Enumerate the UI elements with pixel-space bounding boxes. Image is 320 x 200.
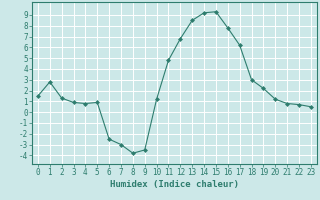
X-axis label: Humidex (Indice chaleur): Humidex (Indice chaleur) bbox=[110, 180, 239, 189]
